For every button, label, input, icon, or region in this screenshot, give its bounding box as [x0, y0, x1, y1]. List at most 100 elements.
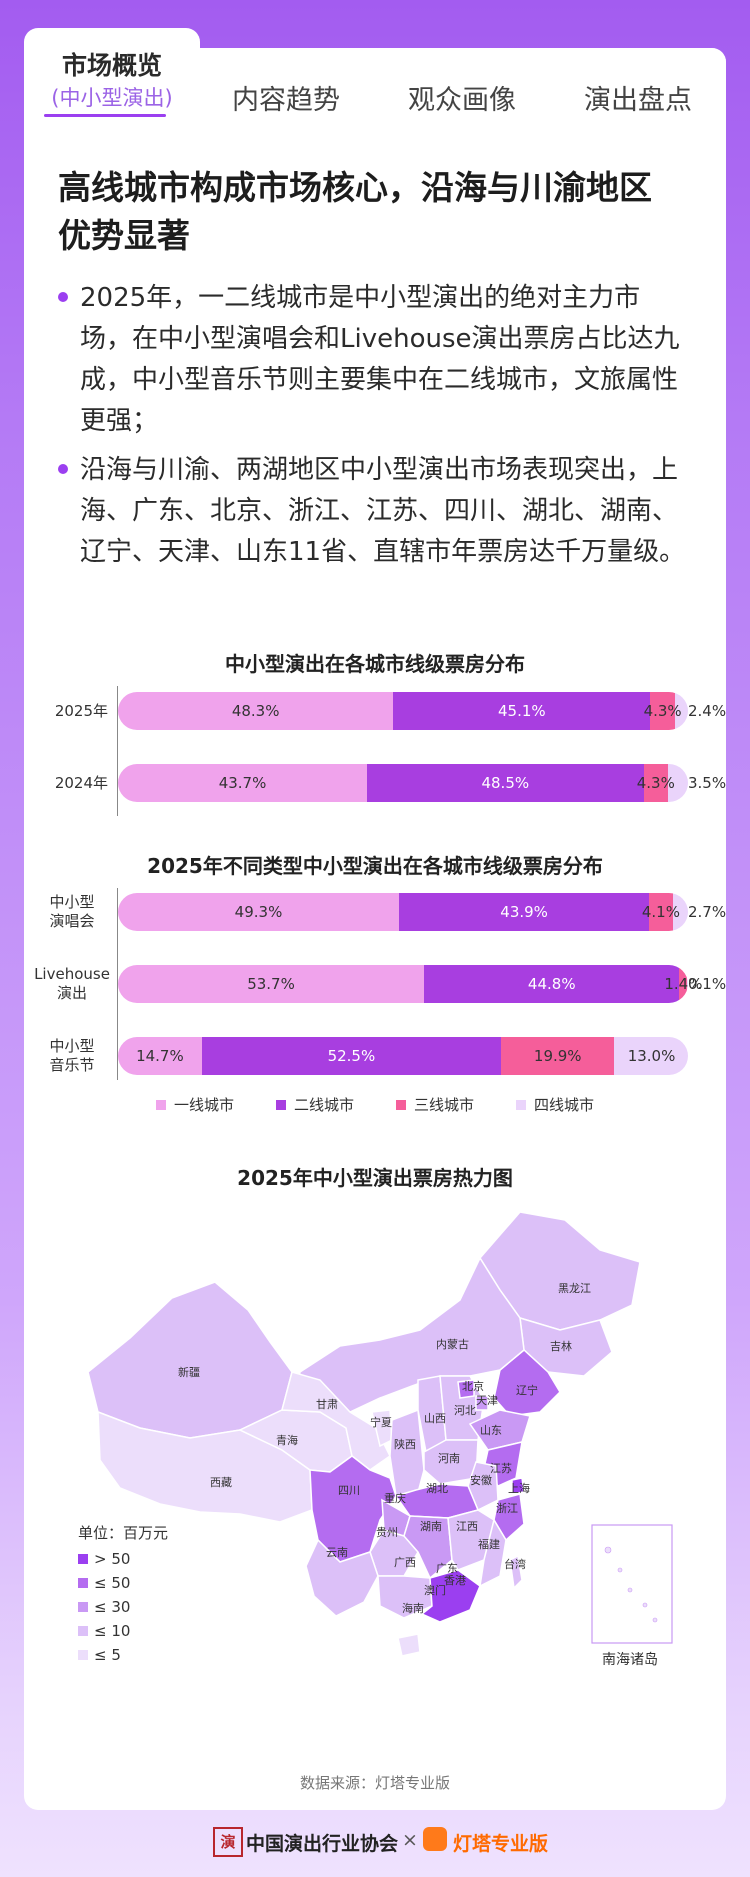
label-xizang: 西藏 — [210, 1476, 232, 1489]
tab-active-underline — [44, 114, 166, 117]
map-title: 2025年中小型演出票房热力图 — [237, 1166, 513, 1190]
label-aomen: 澳门 — [424, 1583, 446, 1597]
label-zhejiang: 浙江 — [496, 1502, 518, 1515]
legend-item-tier2: 二线城市 — [276, 1094, 354, 1115]
region-taiwan — [509, 1554, 523, 1590]
label-hunan: 湖南 — [420, 1520, 442, 1533]
label-tianjin: 天津 — [476, 1394, 498, 1407]
label-guizhou: 贵州 — [376, 1526, 398, 1539]
bar-segment — [672, 893, 688, 931]
bar-segment — [367, 764, 644, 802]
map-unit-label: 单位：百万元 — [78, 1524, 169, 1542]
category-label: 中小型 演唱会 — [30, 893, 114, 931]
chart2-axis — [117, 888, 118, 1080]
label-hebei: 河北 — [454, 1404, 476, 1417]
data-label: 44.8% — [527, 975, 576, 993]
page-headline: 高线城市构成市场核心，沿海与川渝地区优势显著 — [58, 168, 652, 255]
scale-swatch — [78, 1554, 88, 1564]
label-shandong: 山东 — [480, 1424, 502, 1437]
legend-swatch — [516, 1100, 526, 1110]
island-dot — [652, 1617, 658, 1623]
data-label: 4.3% — [643, 702, 682, 720]
data-label: 13.0% — [627, 1047, 676, 1065]
tab-content-trends[interactable]: 内容趋势 — [232, 85, 340, 116]
bar-segment — [679, 965, 688, 1003]
tab-market-overview[interactable] — [24, 28, 200, 136]
label-taiwan: 台湾 — [504, 1557, 526, 1571]
data-source: 数据来源：灯塔专业版 — [299, 1774, 450, 1792]
label-shanxi: 山西 — [424, 1412, 446, 1425]
org-seal-logo: 演 — [213, 1827, 243, 1857]
bar-segment — [118, 692, 394, 730]
label-jiangsu: 江苏 — [490, 1462, 512, 1475]
data-label: 43.9% — [500, 903, 548, 921]
tab-audience-profile[interactable]: 观众画像 — [408, 85, 516, 116]
label-yunnan: 云南 — [326, 1546, 348, 1559]
label-jilin: 吉林 — [550, 1339, 572, 1353]
data-label: 2.4% — [688, 702, 727, 720]
footer-times-sign: × — [402, 1829, 418, 1851]
scale-item-le10: ≤ 10 — [78, 1622, 130, 1640]
category-label: 2024年 — [54, 774, 108, 792]
stacked-bar — [118, 1037, 688, 1075]
label-henan: 河南 — [438, 1452, 460, 1465]
category-label-line: 演唱会 — [49, 912, 95, 930]
scale-label: > 50 — [94, 1550, 131, 1568]
data-label: 14.7% — [136, 1047, 184, 1065]
label-jiangxi: 江西 — [456, 1520, 478, 1533]
scale-item-le50: ≤ 50 — [78, 1574, 130, 1592]
category-label: Livehouse 演出 — [30, 965, 114, 1003]
bar-segment — [614, 1037, 688, 1075]
bar-segment — [393, 692, 651, 730]
label-xinjiang: 新疆 — [178, 1365, 200, 1379]
bar-segment — [668, 764, 688, 802]
scale-swatch — [78, 1602, 88, 1612]
stacked-bar — [118, 692, 688, 730]
region-zhejiang — [493, 1493, 525, 1542]
data-label: 1.4% — [664, 975, 703, 993]
bar-segment — [674, 692, 688, 730]
stacked-bar — [118, 764, 688, 802]
island-dot — [617, 1567, 623, 1573]
region-fujian — [479, 1518, 507, 1588]
region-guangdong — [420, 1569, 481, 1623]
scale-item-le5: ≤ 5 — [78, 1646, 121, 1664]
data-label: 43.7% — [218, 774, 267, 792]
map-regions — [87, 1211, 641, 1657]
scale-label: ≤ 5 — [94, 1646, 121, 1664]
region-shaanxi — [389, 1408, 425, 1501]
label-hainan: 海南 — [402, 1601, 424, 1615]
label-liaoning: 辽宁 — [516, 1383, 538, 1397]
category-label-line: 音乐节 — [49, 1056, 95, 1074]
map-inset — [591, 1524, 673, 1644]
bar-segment — [643, 764, 669, 802]
scale-item-gt50: > 50 — [78, 1550, 130, 1568]
chart2-title: 2025年不同类型中小型演出在各城市线级票房分布 — [147, 854, 603, 878]
label-guangxi: 广西 — [394, 1556, 416, 1569]
label-heilongjiang: 黑龙江 — [558, 1282, 591, 1295]
bullet-text: 2025年，一二线城市是中小型演出的绝对主力市场，在中小型演唱会和Livehou… — [80, 283, 680, 436]
bullet-1: 2025年，一二线城市是中小型演出的绝对主力市场，在中小型演唱会和Livehou… — [58, 278, 690, 442]
label-sichuan: 四川 — [338, 1484, 360, 1497]
tab-active-title[interactable]: 市场概览 — [61, 51, 162, 80]
map-labels: 黑龙江 吉林 辽宁 内蒙古 新疆 北京 天津 河北 山西 甘肃 宁夏 青海 陕西… — [178, 1282, 658, 1668]
footer: 演 中国演出行业协会 × 灯塔专业版 — [0, 1827, 750, 1861]
bar-segment — [201, 1037, 502, 1075]
region-liaoning — [493, 1349, 561, 1417]
bar-segment — [687, 965, 688, 1003]
inset-frame — [591, 1524, 673, 1644]
legend-label: 二线城市 — [294, 1096, 355, 1114]
brand-logo-icon — [423, 1827, 447, 1851]
bullet-dot — [58, 464, 68, 474]
bar-segment — [118, 893, 399, 931]
region-anhui — [467, 1461, 499, 1512]
label-beijing: 北京 — [462, 1379, 484, 1393]
region-beijing — [457, 1379, 475, 1399]
legend-item-tier3: 三线城市 — [396, 1094, 474, 1115]
legend-label: 四线城市 — [534, 1096, 595, 1114]
tab-show-inventory[interactable]: 演出盘点 — [584, 85, 692, 116]
data-label: 52.5% — [327, 1047, 376, 1065]
data-label: 45.1% — [498, 702, 546, 720]
scale-label: ≤ 30 — [94, 1598, 131, 1616]
